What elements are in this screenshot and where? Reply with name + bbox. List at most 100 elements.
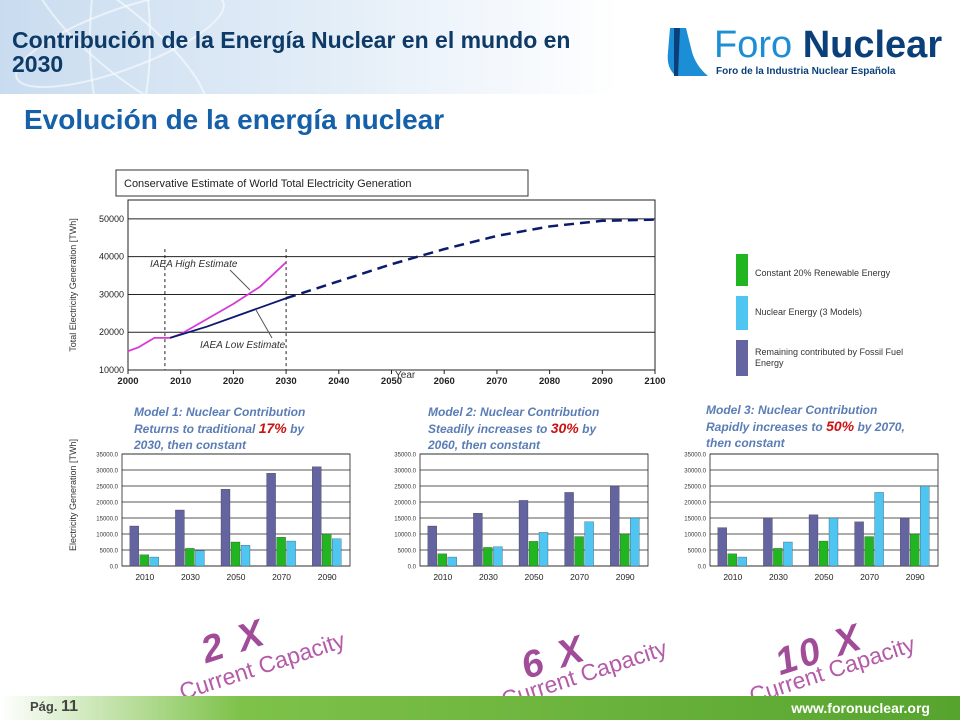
x-tick-label: 2030	[276, 376, 297, 385]
x-tick-label: 2030	[769, 572, 788, 582]
bar-renewable-2010	[437, 553, 447, 567]
x-tick-label: 2090	[906, 572, 925, 582]
logo-name-light: Foro	[714, 24, 793, 66]
bar-renewable-2010	[139, 554, 149, 567]
bar-nuclear-2090	[630, 517, 640, 567]
x-tick-label: 2050	[525, 572, 544, 582]
bar-nuclear-2090	[332, 538, 342, 567]
model-2-title-pre: Model 2: Nuclear Contribution Steadily i…	[428, 405, 600, 436]
x-tick-label: 2090	[592, 376, 613, 385]
y-tick-label: 30000.0	[684, 469, 706, 475]
bar-renewable-2070	[864, 536, 874, 567]
page-subtitle: Evolución de la energía nuclear	[24, 104, 445, 135]
logo-name: Foro Nuclear	[714, 24, 942, 66]
x-tick-label: 2070	[570, 572, 589, 582]
bar-nuclear-2010	[149, 556, 159, 567]
footer-url[interactable]: www.foronuclear.org	[791, 700, 930, 716]
annotation-low: IAEA Low Estimate	[200, 340, 286, 351]
x-tick-label: 2030	[181, 572, 200, 582]
model-1-title-pre: Model 1: Nuclear Contribution Returns to…	[134, 405, 306, 436]
chart-title-box	[115, 169, 529, 197]
legend-swatch-fossil	[736, 340, 748, 376]
logo-name-bold: Nuclear	[802, 24, 943, 66]
x-tick-label: 2010	[433, 572, 452, 582]
annotation-high: IAEA High Estimate	[150, 259, 238, 270]
y-tick-label: 40000	[99, 252, 124, 262]
y-tick-label: 30000.0	[96, 469, 118, 475]
x-tick-label: 2060	[434, 376, 455, 385]
y-tick-label: 5000.0	[688, 549, 707, 555]
bar-fossil-2050	[808, 514, 819, 567]
x-tick-label: 2040	[328, 376, 349, 385]
model-3-pct: 50%	[826, 418, 855, 434]
bar-renewable-2050	[230, 541, 241, 567]
bar-fossil-2030	[473, 513, 483, 567]
legend-label-nuclear: Nuclear Energy (3 Models)	[755, 307, 863, 317]
y-tick-label: 10000.0	[394, 533, 416, 539]
x-tick-label: 2050	[227, 572, 246, 582]
header-banner: Contribución de la Energía Nuclear en el…	[0, 0, 620, 94]
footer-bar	[0, 696, 960, 720]
x-tick-label: 2010	[170, 376, 191, 385]
x-tick-label: 2090	[318, 572, 337, 582]
bar-fossil-2050	[220, 489, 231, 567]
bar-renewable-2030	[773, 548, 783, 567]
y-tick-label: 15000.0	[96, 517, 118, 523]
page-label: Pág.	[30, 699, 58, 714]
bar-fossil-2090	[610, 485, 620, 567]
y-tick-label: 20000.0	[394, 501, 416, 507]
y-tick-label: 0.0	[110, 565, 119, 571]
y-tick-label: 50000	[99, 214, 124, 224]
logo-mark-icon	[667, 28, 708, 76]
bar-nuclear-2070	[584, 521, 594, 567]
y-tick-label: 10000	[99, 365, 124, 375]
header-title: Contribución de la Energía Nuclear en el…	[12, 27, 571, 77]
bar-renewable-2050	[528, 541, 539, 567]
x-tick-label: 2030	[479, 572, 498, 582]
bar-fossil-2090	[312, 466, 322, 567]
bar-renewable-2070	[574, 536, 584, 567]
model-2-title: Model 2: Nuclear Contribution Steadily i…	[428, 404, 628, 453]
bar-nuclear-2090	[920, 485, 930, 567]
model-1-pct: 17%	[258, 420, 287, 436]
y-tick-label: 10000.0	[684, 533, 706, 539]
model-2-title-post: by 2060, then constant	[428, 422, 597, 452]
bar-fossil-2070	[266, 473, 276, 567]
page-number-value: 11	[61, 698, 79, 715]
y-tick-label: 35000.0	[394, 453, 416, 459]
bar-renewable-2090	[322, 533, 332, 567]
model-1-bar-chart: 0.0 5000.0 10000.0 15000.0 20000.0 25000.0 300…	[68, 439, 351, 582]
bar-nuclear-2050	[828, 517, 839, 567]
model-3-title-post: by 2070, then constant	[706, 420, 905, 450]
legend-label-renewable: Constant 20% Renewable Energy	[755, 268, 891, 278]
bar-fossil-2010	[717, 527, 727, 567]
x-tick-label: 2070	[272, 572, 291, 582]
model-2-pct: 30%	[550, 420, 579, 436]
bar-fossil-2070	[564, 492, 574, 567]
x-axis-label: Year	[395, 370, 416, 381]
bar-nuclear-2030	[195, 550, 205, 567]
page-number: Pág. 11	[30, 698, 78, 716]
main-line-chart: Conservative Estimate of World Total Ele…	[68, 169, 666, 385]
y-tick-label: 35000.0	[684, 453, 706, 459]
y-tick-label: 20000	[99, 327, 124, 337]
legend-swatch-nuclear	[736, 296, 748, 330]
bar-nuclear-2030	[783, 541, 793, 567]
bar-fossil-2030	[175, 509, 185, 567]
series-line-iaea-high-estimate	[180, 261, 287, 335]
x-tick-label: 2000	[117, 376, 138, 385]
bar-renewable-2090	[910, 533, 920, 567]
bar-nuclear-2030	[493, 546, 503, 567]
model-3-bar-chart: 0.0 5000.0 10000.0 15000.0 20000.0 25000.0 300…	[684, 453, 939, 582]
y-axis-label: Electricity Generation [TWh]	[68, 439, 78, 551]
x-tick-label: 2100	[644, 376, 665, 385]
bar-renewable-2030	[483, 547, 493, 567]
chart-title: Conservative Estimate of World Total Ele…	[124, 178, 412, 190]
logo-subtitle: Foro de la Industria Nuclear Española	[716, 66, 896, 77]
model-3-title: Model 3: Nuclear Contribution Rapidly in…	[706, 402, 906, 451]
bar-fossil-2030	[763, 517, 773, 567]
foro-nuclear-logo: Foro Nuclear Foro de la Industria Nuclea…	[656, 22, 946, 82]
bar-fossil-2050	[518, 500, 529, 567]
model-2-bar-chart: 0.0 5000.0 10000.0 15000.0 20000.0 25000.0 300…	[394, 453, 649, 582]
atom-watermark-icon	[15, 0, 225, 94]
